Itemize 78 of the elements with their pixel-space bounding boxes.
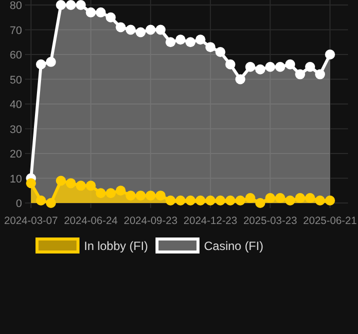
point bbox=[36, 196, 46, 206]
point bbox=[46, 198, 56, 208]
point bbox=[275, 62, 286, 72]
point bbox=[56, 176, 66, 186]
x-tick-label: 2024-09-23 bbox=[124, 215, 178, 227]
y-tick-label: 50 bbox=[10, 74, 22, 86]
point bbox=[176, 34, 186, 45]
point bbox=[315, 69, 326, 80]
point bbox=[185, 196, 196, 206]
point bbox=[195, 196, 206, 206]
point bbox=[215, 196, 226, 206]
x-tick-label: 2024-06-24 bbox=[64, 215, 118, 227]
legend-label: Casino (FI) bbox=[204, 239, 264, 253]
point bbox=[305, 193, 316, 204]
y-tick-label: 30 bbox=[10, 124, 22, 136]
point bbox=[146, 190, 156, 201]
point bbox=[36, 59, 46, 70]
point bbox=[255, 64, 266, 74]
point bbox=[116, 186, 126, 196]
point bbox=[166, 196, 176, 206]
x-tick-label: 2025-06-21 bbox=[303, 215, 358, 227]
y-tick-label: 10 bbox=[10, 173, 22, 186]
point bbox=[86, 7, 96, 18]
point bbox=[245, 62, 256, 72]
point bbox=[166, 37, 176, 48]
point bbox=[275, 193, 286, 204]
point bbox=[225, 59, 236, 70]
point bbox=[76, 0, 86, 10]
point bbox=[295, 69, 306, 80]
point bbox=[285, 196, 296, 206]
y-tick-label: 0 bbox=[16, 198, 22, 210]
point bbox=[156, 190, 166, 201]
y-tick-label: 70 bbox=[10, 24, 22, 37]
point bbox=[195, 34, 206, 45]
point bbox=[295, 193, 306, 204]
point bbox=[265, 62, 276, 72]
x-tick-label: 2024-03-07 bbox=[4, 215, 58, 227]
point bbox=[26, 178, 36, 188]
y-tick-label: 80 bbox=[10, 0, 22, 12]
point bbox=[146, 24, 156, 35]
point bbox=[96, 7, 106, 18]
legend-label: In lobby (FI) bbox=[84, 239, 148, 253]
point bbox=[265, 193, 276, 204]
point bbox=[255, 198, 266, 208]
point bbox=[46, 56, 56, 67]
point bbox=[116, 22, 126, 32]
x-tick-label: 2025-03-23 bbox=[243, 215, 298, 227]
point bbox=[86, 180, 96, 191]
point bbox=[235, 196, 246, 206]
point bbox=[66, 178, 76, 188]
y-tick-label: 40 bbox=[10, 99, 22, 111]
point bbox=[185, 37, 196, 48]
y-tick-label: 20 bbox=[10, 148, 22, 160]
point bbox=[205, 42, 216, 52]
point bbox=[106, 188, 116, 198]
point bbox=[205, 196, 216, 206]
point bbox=[235, 74, 246, 84]
point bbox=[76, 180, 86, 191]
point bbox=[225, 196, 236, 206]
point bbox=[126, 190, 136, 201]
point bbox=[245, 193, 256, 204]
point bbox=[285, 59, 296, 70]
point bbox=[136, 190, 146, 201]
point bbox=[325, 50, 335, 60]
point bbox=[96, 188, 106, 198]
y-tick-label: 60 bbox=[10, 50, 22, 62]
point bbox=[66, 0, 76, 10]
point bbox=[106, 12, 116, 22]
x-tick-label: 2024-12-23 bbox=[184, 215, 238, 227]
point bbox=[126, 24, 136, 35]
point bbox=[305, 62, 316, 72]
point bbox=[315, 196, 326, 206]
point bbox=[176, 196, 186, 206]
point bbox=[215, 47, 226, 58]
point bbox=[136, 27, 146, 38]
point bbox=[156, 24, 166, 35]
point bbox=[325, 196, 335, 206]
point bbox=[56, 0, 66, 10]
